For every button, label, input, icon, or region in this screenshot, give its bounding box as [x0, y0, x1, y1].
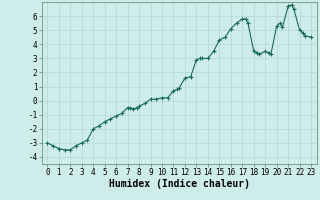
X-axis label: Humidex (Indice chaleur): Humidex (Indice chaleur) [109, 179, 250, 189]
